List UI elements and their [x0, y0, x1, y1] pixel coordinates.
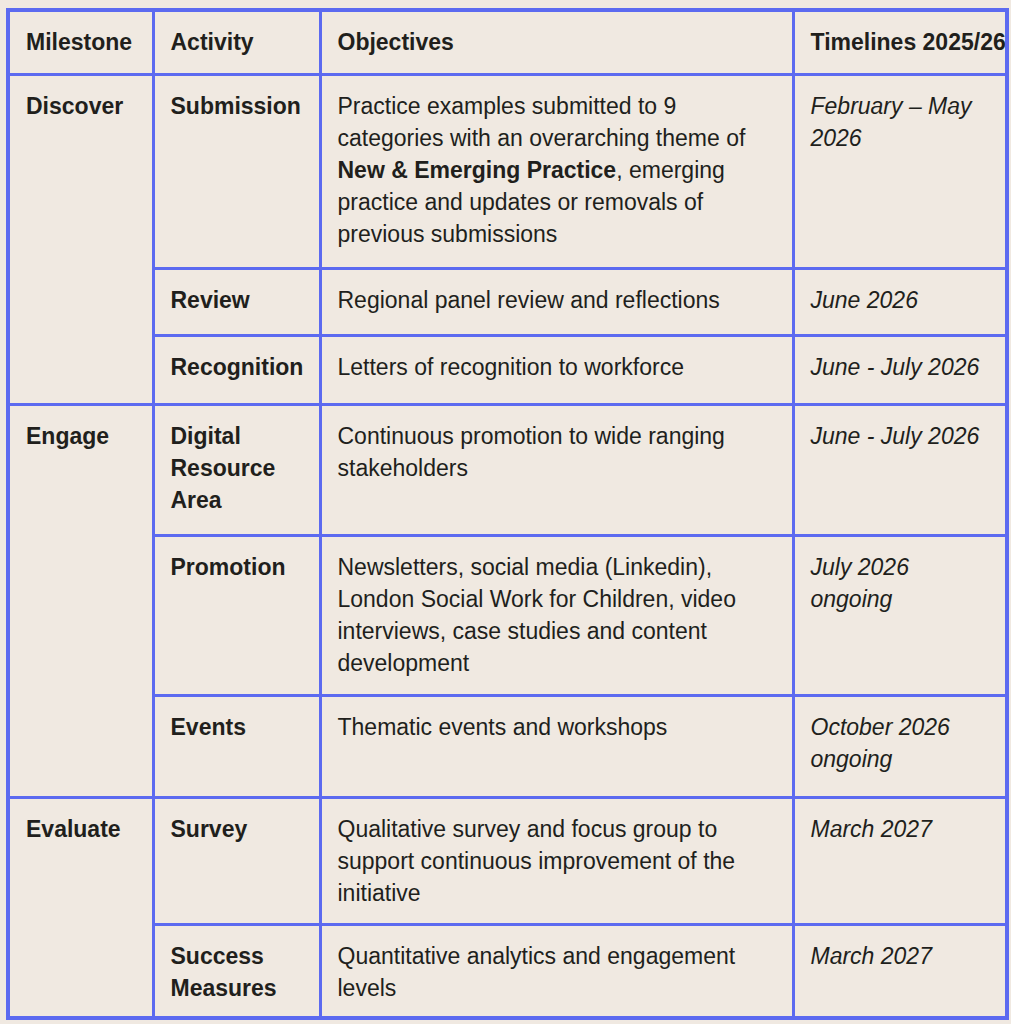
- column-header-activity: Activity: [153, 10, 320, 74]
- objective-cell: Continuous promotion to wide ranging sta…: [320, 404, 793, 535]
- column-header-objectives: Objectives: [320, 10, 793, 74]
- milestone-cell-discover: Discover: [8, 74, 153, 404]
- table-row: Review Regional panel review and reflect…: [8, 268, 1007, 335]
- timeline-cell: March 2027: [793, 924, 1007, 1018]
- objective-cell: Regional panel review and reflections: [320, 268, 793, 335]
- objective-text: Practice examples submitted to 9 categor…: [338, 93, 746, 151]
- table-row: Events Thematic events and workshops Oct…: [8, 695, 1007, 797]
- table-row: Discover Submission Practice examples su…: [8, 74, 1007, 268]
- objective-cell: Thematic events and workshops: [320, 695, 793, 797]
- objective-cell: Quantitative analytics and engagement le…: [320, 924, 793, 1018]
- table-row: Engage Digital Resource Area Continuous …: [8, 404, 1007, 535]
- timeline-cell: June 2026: [793, 268, 1007, 335]
- activity-cell: Survey: [153, 797, 320, 924]
- activity-cell: Promotion: [153, 535, 320, 695]
- objective-cell: Newsletters, social media (Linkedin), Lo…: [320, 535, 793, 695]
- objective-cell: Letters of recognition to workforce: [320, 335, 793, 404]
- timeline-cell: October 2026 ongoing: [793, 695, 1007, 797]
- timeline-cell: June - July 2026: [793, 335, 1007, 404]
- table-row: Recognition Letters of recognition to wo…: [8, 335, 1007, 404]
- activity-cell: Recognition: [153, 335, 320, 404]
- activity-cell: Review: [153, 268, 320, 335]
- column-header-timelines: Timelines 2025/26: [793, 10, 1007, 74]
- activity-cell: Digital Resource Area: [153, 404, 320, 535]
- activity-cell: Success Measures: [153, 924, 320, 1018]
- timeline-cell: March 2027: [793, 797, 1007, 924]
- timeline-cell: July 2026 ongoing: [793, 535, 1007, 695]
- header-row: Milestone Activity Objectives Timelines …: [8, 10, 1007, 74]
- objective-text-bold: New & Emerging Practice: [338, 157, 617, 183]
- activity-cell: Submission: [153, 74, 320, 268]
- table-row: Evaluate Survey Qualitative survey and f…: [8, 797, 1007, 924]
- milestone-cell-evaluate: Evaluate: [8, 797, 153, 1018]
- milestones-table: Milestone Activity Objectives Timelines …: [6, 8, 1009, 1020]
- objective-cell: Qualitative survey and focus group to su…: [320, 797, 793, 924]
- timeline-cell: February – May 2026: [793, 74, 1007, 268]
- table-row: Promotion Newsletters, social media (Lin…: [8, 535, 1007, 695]
- timeline-cell: June - July 2026: [793, 404, 1007, 535]
- table-row: Success Measures Quantitative analytics …: [8, 924, 1007, 1018]
- objective-cell: Practice examples submitted to 9 categor…: [320, 74, 793, 268]
- column-header-milestone: Milestone: [8, 10, 153, 74]
- activity-cell: Events: [153, 695, 320, 797]
- milestone-cell-engage: Engage: [8, 404, 153, 797]
